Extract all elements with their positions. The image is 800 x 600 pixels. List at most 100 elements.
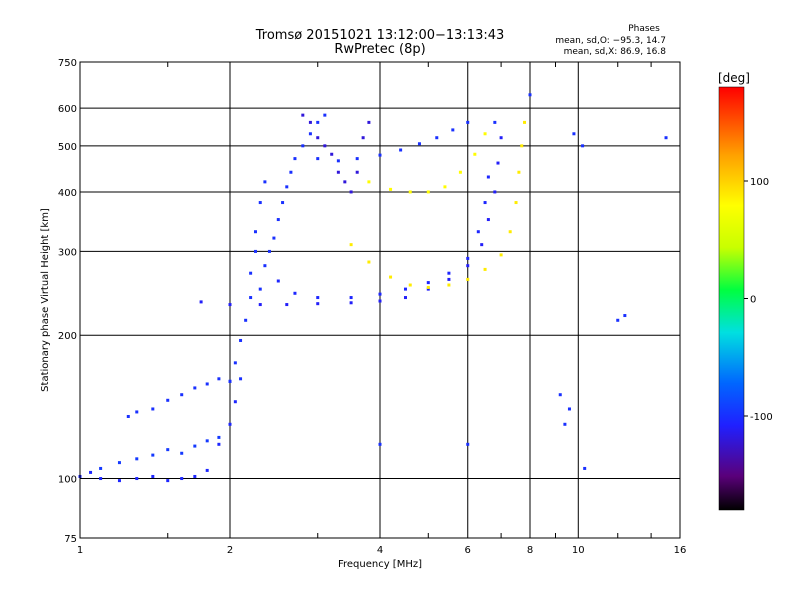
echo-point [581,144,585,148]
echo-point [426,287,430,291]
echo-point [258,201,262,205]
trace [126,377,243,418]
echo-point [426,190,430,194]
echo-point [355,170,359,174]
echo-point [276,218,280,222]
echo-point [367,180,371,184]
echo-point [316,302,320,306]
echo-point [616,318,620,322]
echo-point [217,442,221,446]
echo-point [343,180,347,184]
echo-point [301,144,305,148]
echo-point [517,170,521,174]
echo-point [228,422,232,426]
echo-point [483,267,487,271]
echo-point [180,451,184,455]
echo-point [217,377,221,381]
colorbar-label: [deg] [718,71,750,85]
echo-point [193,386,197,390]
echo-point [378,442,382,446]
x-tick-label: 2 [227,545,233,556]
echo-point [99,466,103,470]
colorbar [718,86,745,511]
echo-point [126,414,130,418]
echo-point [403,287,407,291]
echo-point [572,132,576,136]
echo-point [378,299,382,303]
echo-point [258,303,262,307]
colorbar-tick-label: -100 [750,412,773,423]
echo-point [523,120,527,124]
echo-point [276,279,280,283]
echo-point [253,249,257,253]
echo-point [308,120,312,124]
echo-point [205,468,209,472]
echo-point [403,296,407,300]
echo-point [486,218,490,222]
echo-point [253,230,257,234]
chart-subtitle: RwPretec (8p) [334,42,425,57]
echo-point [263,264,267,268]
trace [99,435,221,470]
stats-line-x: mean, sd,X: 86.9, 16.8 [564,47,667,57]
echo-point [180,477,184,481]
y-axis-ticks: 75 100 200 300 400 500 600 750 [58,58,77,545]
echo-point [193,444,197,448]
echo-point [316,136,320,140]
echo-point [558,393,562,397]
echo-point [258,287,262,291]
y-tick-label: 600 [58,104,77,115]
echo-point [361,136,365,140]
echo-point [151,474,155,478]
echo-point [493,120,497,124]
echo-point [499,136,503,140]
x-tick-label: 8 [527,545,533,556]
trace [228,180,267,383]
colorbar-tick-label: 0 [750,295,756,306]
echo-point [623,314,627,318]
echo-point [285,303,289,307]
echo-point [508,230,512,234]
echo-point [293,157,297,161]
echo-point [480,243,484,247]
echo-point [378,292,382,296]
echo-point [323,144,327,148]
x-tick-label: 10 [572,545,585,556]
echo-point [473,152,477,156]
echo-point [89,470,93,474]
echo-point [389,275,393,279]
echo-point [293,291,297,295]
y-tick-label: 500 [58,142,77,153]
echo-point [316,120,320,124]
echo-point [349,296,353,300]
echo-point [263,180,267,184]
trace [301,113,371,194]
echo-point [499,253,503,257]
x-tick-label: 4 [377,545,383,556]
echo-point [367,260,371,264]
echo-point [486,175,490,179]
echo-point [528,93,532,97]
echo-point [151,407,155,411]
echo-point [458,170,462,174]
echo-point [135,457,139,461]
echo-point [336,159,340,163]
echo-point [205,382,209,386]
x-axis-label: Frequency [MHz] [338,559,422,570]
echo-point [435,136,439,140]
echo-point [426,281,430,285]
y-tick-label: 400 [58,188,77,199]
trace [258,113,327,291]
echo-point [451,128,455,132]
echo-point [483,132,487,136]
y-tick-label: 75 [64,534,77,545]
echo-point [166,479,170,483]
echo-point [563,422,567,426]
echo-point [664,136,668,140]
echo-point [135,477,139,481]
echo-point [193,474,197,478]
x-axis-ticks: 1 2 4 6 8 10 16 [77,62,686,556]
echo-point [466,264,470,268]
echo-point [301,113,305,117]
echo-point [378,153,382,157]
